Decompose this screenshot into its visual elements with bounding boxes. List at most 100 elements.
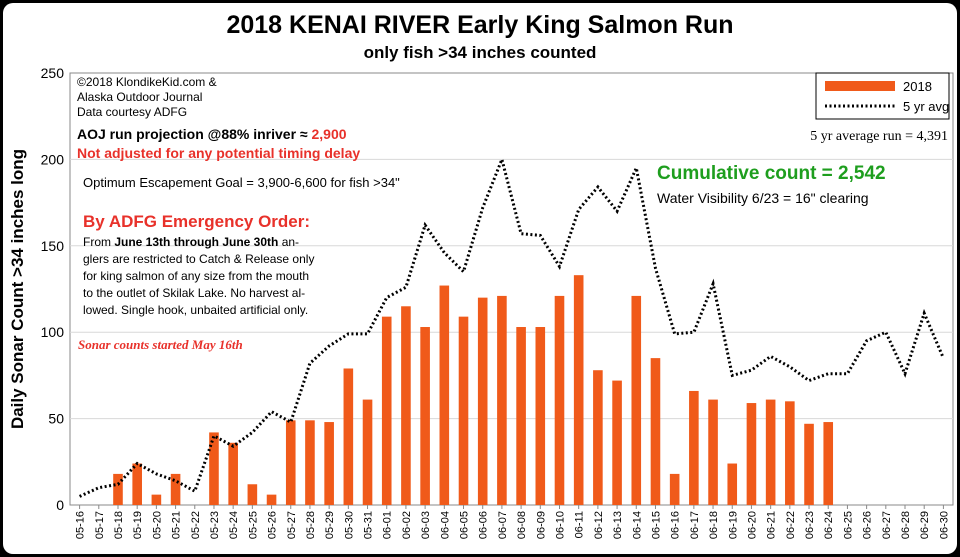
bar-2018 bbox=[477, 297, 488, 505]
x-tick-label: 06-12 bbox=[593, 511, 605, 539]
x-tick-label: 05-22 bbox=[190, 511, 202, 539]
bar-2018 bbox=[439, 285, 450, 505]
copyright-line: Data courtesy ADFG bbox=[77, 105, 187, 119]
x-tick-label: 06-30 bbox=[938, 511, 950, 539]
x-tick-label: 05-17 bbox=[94, 511, 106, 539]
x-tick-label: 06-15 bbox=[650, 511, 662, 539]
bar-2018 bbox=[420, 327, 430, 505]
bar-2018 bbox=[266, 494, 277, 505]
x-tick-label: 06-01 bbox=[382, 511, 394, 539]
emergency-text-segment: lowed. Single hook, unbaited artificial … bbox=[83, 303, 308, 317]
bar-2018 bbox=[804, 423, 814, 505]
emergency-text-segment: glers are restricted to Catch & Release … bbox=[83, 252, 314, 266]
y-tick-label: 200 bbox=[41, 151, 65, 167]
bar-2018 bbox=[401, 306, 411, 505]
chart: 0 50 100 150 200 250 05-16 05-17 05-18 05-19 05-20… bbox=[8, 11, 954, 539]
bar-2018 bbox=[132, 463, 142, 505]
bar-2018 bbox=[458, 316, 469, 505]
chart-title: 2018 KENAI RIVER Early King Salmon Run bbox=[226, 11, 733, 39]
bar-2018 bbox=[535, 327, 546, 505]
copyright-line: Alaska Outdoor Journal bbox=[77, 90, 202, 104]
bar-2018 bbox=[362, 399, 373, 505]
legend-box bbox=[815, 72, 950, 120]
x-tick-label: 06-18 bbox=[708, 511, 720, 539]
x-tick-label: 06-09 bbox=[535, 511, 547, 539]
x-tick-label: 06-27 bbox=[881, 511, 893, 539]
x-tick-label: 06-06 bbox=[478, 511, 490, 539]
x-tick-label: 06-11 bbox=[574, 511, 586, 538]
bar-2018 bbox=[305, 420, 315, 505]
projection-label: AOJ run projection @88% inriver ≈ bbox=[77, 126, 312, 142]
x-tick-label: 06-03 bbox=[420, 511, 432, 539]
x-tick-label: 05-25 bbox=[247, 511, 259, 539]
x-tick-label: 06-19 bbox=[727, 511, 739, 539]
x-tick-label: 06-17 bbox=[689, 511, 701, 539]
emergency-title: By ADFG Emergency Order: bbox=[83, 212, 310, 231]
y-tick-label: 0 bbox=[56, 497, 64, 513]
bar-2018 bbox=[823, 422, 834, 505]
emergency-line: From June 13th through June 30th an- bbox=[83, 235, 299, 249]
x-tick-label: 05-30 bbox=[343, 511, 355, 539]
x-tick-label: 05-29 bbox=[324, 511, 336, 539]
x-tick-label: 06-14 bbox=[631, 511, 643, 539]
bar-2018 bbox=[228, 442, 238, 505]
x-tick-label: 05-27 bbox=[286, 511, 298, 539]
bar-2018 bbox=[170, 473, 181, 505]
sonar-note: Sonar counts started May 16th bbox=[78, 337, 243, 352]
x-tick-label: 05-23 bbox=[209, 511, 221, 539]
bar-2018 bbox=[746, 403, 757, 505]
x-tick-label: 05-19 bbox=[132, 511, 144, 539]
bar-2018 bbox=[689, 390, 699, 505]
bar-2018 bbox=[209, 432, 219, 505]
emergency-text-segment: an- bbox=[278, 235, 299, 249]
avg-line bbox=[78, 154, 945, 498]
y-tick-label: 150 bbox=[41, 238, 65, 254]
x-tick-label: 06-10 bbox=[554, 511, 566, 539]
bar-2018 bbox=[785, 401, 795, 505]
bar-2018 bbox=[631, 295, 642, 505]
bar-2018 bbox=[247, 484, 258, 505]
x-tick-label: 06-07 bbox=[497, 511, 509, 539]
bar-2018 bbox=[516, 327, 526, 505]
projection-value: 2,900 bbox=[312, 126, 347, 142]
emergency-line: glers are restricted to Catch & Release … bbox=[83, 252, 314, 266]
x-tick-label: 06-26 bbox=[862, 511, 874, 539]
avg-run-note: 5 yr average run = 4,391 bbox=[810, 129, 948, 144]
bar-2018 bbox=[343, 368, 354, 505]
bar-2018 bbox=[765, 399, 776, 505]
x-tick-label: 06-04 bbox=[439, 511, 451, 539]
y-tick-label: 50 bbox=[48, 411, 64, 427]
emergency-line: for king salmon of any size from the mou… bbox=[83, 269, 309, 283]
emergency-text-segment: From bbox=[83, 235, 114, 249]
x-tick-label: 06-05 bbox=[459, 511, 471, 539]
copyright-line: ©2018 KlondikeKid.com & bbox=[77, 75, 217, 89]
x-tick-label: 06-25 bbox=[842, 511, 854, 539]
x-tick-label: 05-28 bbox=[305, 511, 317, 539]
chart-frame: 0 50 100 150 200 250 05-16 05-17 05-18 05-19 05-20… bbox=[3, 3, 957, 554]
bar-2018 bbox=[554, 295, 565, 505]
x-tick-label: 05-31 bbox=[363, 511, 375, 539]
x-tick-label: 06-21 bbox=[766, 511, 778, 539]
x-tick-label: 06-23 bbox=[804, 511, 816, 539]
x-tick-label: 06-02 bbox=[401, 511, 413, 539]
x-tick-label: 06-20 bbox=[746, 511, 758, 539]
y-axis-label: Daily Sonar Count >34 inches long bbox=[8, 149, 27, 429]
x-tick-label: 06-13 bbox=[612, 511, 624, 539]
emergency-text-segment: for king salmon of any size from the mou… bbox=[83, 269, 309, 283]
x-tick-label: 05-24 bbox=[228, 511, 240, 539]
legend-label-avg: 5 yr avg bbox=[903, 99, 949, 114]
bar-2018 bbox=[151, 494, 162, 505]
x-tick-label: 06-16 bbox=[670, 511, 682, 539]
emergency-text-segment: June 13th through June 30th bbox=[114, 235, 278, 249]
x-tick-label: 05-20 bbox=[151, 511, 163, 539]
bar-2018 bbox=[612, 380, 622, 505]
y-tick-label: 100 bbox=[41, 324, 65, 340]
emergency-text-segment: to the outlet of Skilak Lake. No harvest… bbox=[83, 286, 305, 300]
bar-2018 bbox=[324, 422, 334, 505]
bar-2018 bbox=[573, 275, 584, 505]
x-tick-label: 05-16 bbox=[75, 511, 87, 539]
bar-2018 bbox=[381, 316, 392, 505]
x-tick-label: 06-22 bbox=[785, 511, 797, 539]
x-tick-label: 05-18 bbox=[113, 511, 125, 539]
timing-note: Not adjusted for any potential timing de… bbox=[77, 145, 360, 161]
